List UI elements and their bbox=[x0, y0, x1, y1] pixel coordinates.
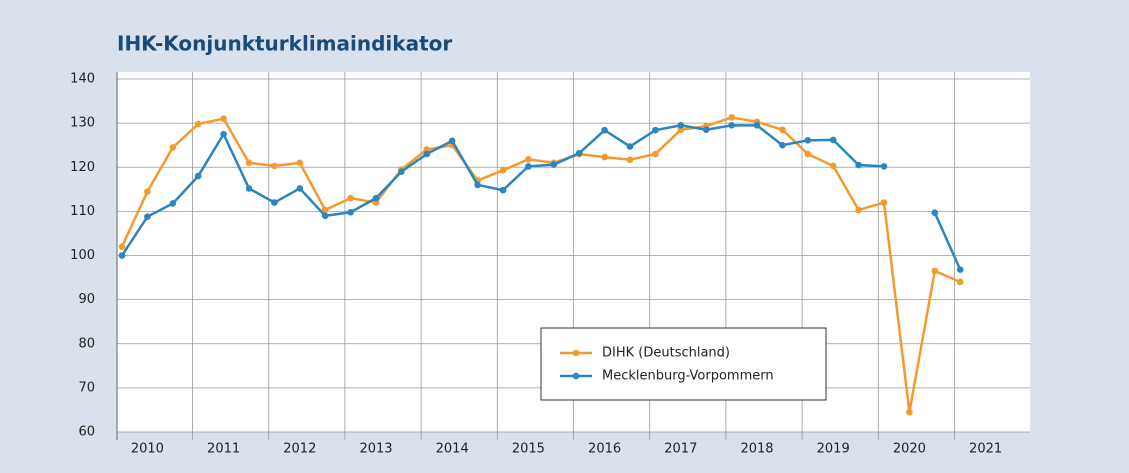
data-point bbox=[626, 156, 634, 164]
data-point bbox=[906, 408, 913, 416]
chart-title: IHK-Konjunkturklimaindikator bbox=[117, 32, 452, 56]
data-point bbox=[194, 120, 202, 128]
data-point bbox=[601, 153, 608, 161]
data-point bbox=[804, 150, 812, 158]
data-point bbox=[931, 267, 939, 275]
y-tick-label: 140 bbox=[70, 72, 95, 87]
x-tick-label: 2016 bbox=[588, 442, 621, 457]
data-point bbox=[296, 159, 304, 167]
x-tick-label: 2020 bbox=[893, 442, 926, 457]
data-point bbox=[271, 199, 278, 206]
legend-swatch-dot bbox=[572, 372, 580, 380]
data-point bbox=[855, 161, 862, 169]
x-tick-label: 2011 bbox=[207, 442, 240, 457]
data-point bbox=[652, 126, 659, 134]
data-point bbox=[550, 161, 558, 168]
data-point bbox=[321, 212, 329, 220]
x-tick-label: 2012 bbox=[283, 442, 316, 457]
data-point bbox=[652, 150, 659, 158]
x-tick-label: 2021 bbox=[969, 442, 1002, 457]
data-point bbox=[144, 188, 151, 195]
data-point bbox=[448, 137, 456, 145]
data-point bbox=[321, 206, 329, 214]
data-point bbox=[118, 243, 126, 250]
data-point bbox=[601, 126, 608, 134]
data-point bbox=[677, 122, 685, 129]
x-tick-label: 2010 bbox=[131, 442, 164, 457]
x-tick-label: 2017 bbox=[664, 442, 697, 457]
data-point bbox=[474, 181, 481, 189]
data-point bbox=[169, 144, 177, 151]
data-point bbox=[956, 278, 964, 286]
data-point bbox=[728, 114, 735, 121]
data-point bbox=[829, 136, 837, 144]
data-point bbox=[525, 156, 532, 163]
x-tick-label: 2013 bbox=[359, 442, 392, 457]
data-point bbox=[245, 185, 253, 192]
data-point bbox=[779, 141, 786, 149]
data-point bbox=[220, 115, 227, 123]
data-point bbox=[499, 186, 507, 194]
y-tick-label: 80 bbox=[78, 336, 95, 351]
x-tick-label: 2015 bbox=[512, 442, 545, 457]
data-point bbox=[194, 172, 202, 180]
data-point bbox=[956, 266, 964, 273]
data-point bbox=[144, 213, 151, 220]
data-point bbox=[702, 126, 710, 134]
y-tick-label: 90 bbox=[78, 292, 95, 307]
data-point bbox=[626, 143, 634, 150]
data-point bbox=[880, 163, 888, 170]
data-point bbox=[855, 206, 862, 214]
data-point bbox=[271, 162, 278, 170]
y-tick-label: 100 bbox=[70, 248, 95, 263]
y-tick-label: 130 bbox=[70, 116, 95, 131]
data-point bbox=[804, 137, 812, 144]
data-point bbox=[499, 167, 507, 174]
y-tick-label: 70 bbox=[78, 380, 95, 395]
data-point bbox=[169, 200, 177, 207]
data-point bbox=[347, 208, 354, 216]
x-tick-label: 2014 bbox=[436, 442, 469, 457]
x-tick-label: 2018 bbox=[740, 442, 773, 457]
legend-box bbox=[540, 327, 827, 401]
data-point bbox=[118, 252, 126, 259]
y-tick-label: 120 bbox=[70, 160, 95, 175]
data-point bbox=[347, 194, 354, 202]
legend-swatch-dot bbox=[572, 349, 580, 357]
data-point bbox=[753, 122, 761, 129]
data-point bbox=[398, 168, 405, 175]
data-point bbox=[525, 163, 532, 170]
data-point bbox=[372, 194, 380, 202]
data-point bbox=[931, 209, 939, 216]
y-tick-label: 60 bbox=[78, 425, 95, 440]
legend-label: Mecklenburg-Vorpommern bbox=[602, 369, 774, 384]
data-point bbox=[779, 126, 786, 134]
data-point bbox=[829, 162, 837, 170]
legend-label: DIHK (Deutschland) bbox=[602, 346, 730, 361]
data-point bbox=[728, 122, 735, 129]
data-point bbox=[296, 185, 304, 192]
data-point bbox=[245, 159, 253, 167]
data-point bbox=[423, 150, 431, 158]
data-point bbox=[220, 130, 227, 138]
data-point bbox=[575, 149, 583, 157]
y-tick-label: 110 bbox=[70, 204, 95, 219]
x-tick-label: 2019 bbox=[817, 442, 850, 457]
data-point bbox=[880, 199, 888, 206]
series-line bbox=[120, 116, 961, 413]
